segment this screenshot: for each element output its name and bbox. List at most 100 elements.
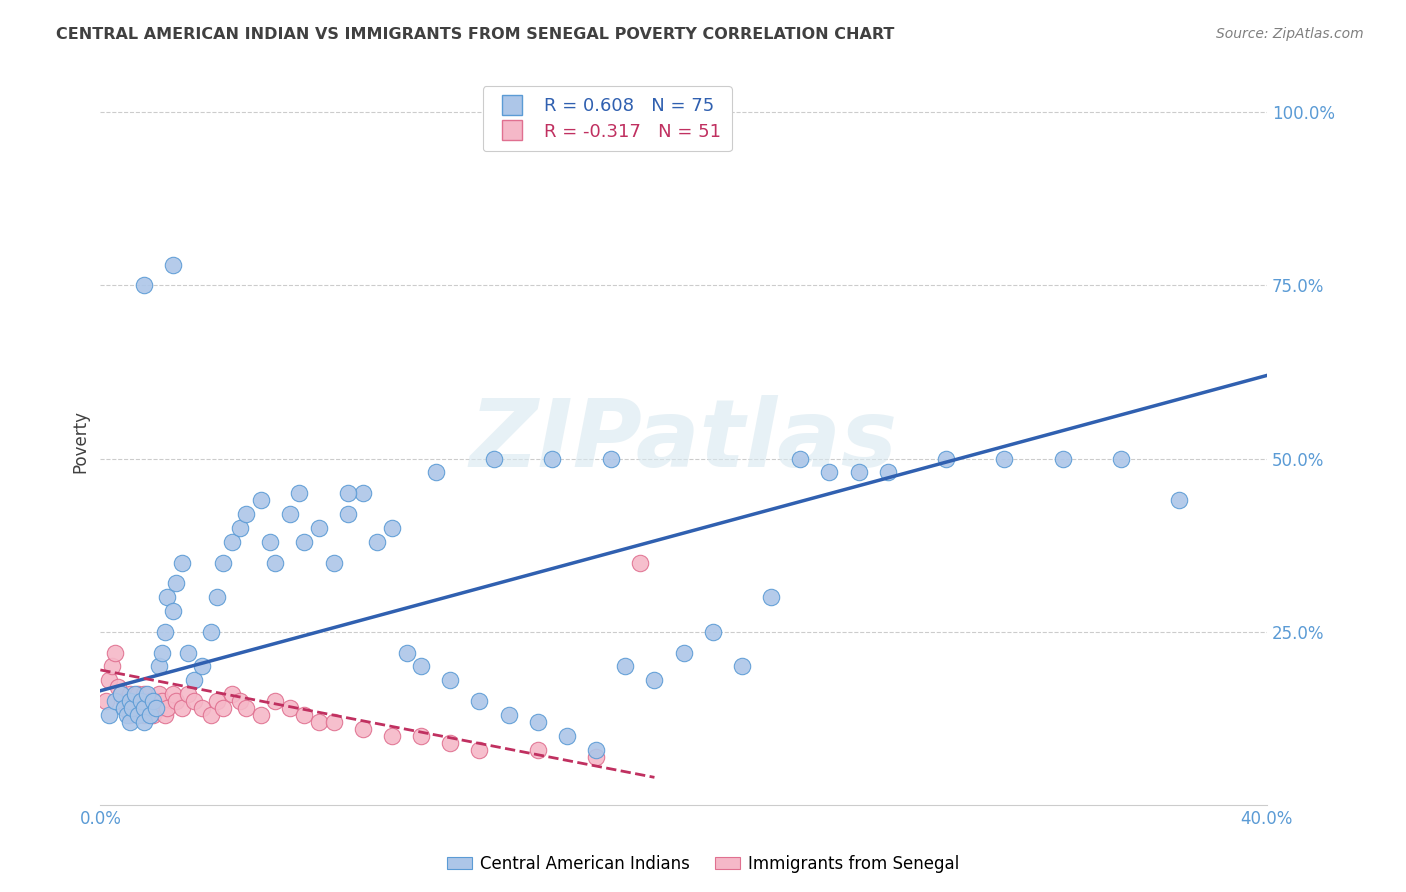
Point xyxy=(993,451,1015,466)
Point xyxy=(139,694,162,708)
Point xyxy=(112,694,135,708)
Text: ZIPatlas: ZIPatlas xyxy=(470,395,897,487)
Point xyxy=(148,687,170,701)
Point xyxy=(308,521,330,535)
Point xyxy=(170,556,193,570)
Point xyxy=(599,451,621,466)
Point xyxy=(848,466,870,480)
Point xyxy=(104,694,127,708)
Point xyxy=(127,708,149,723)
Point xyxy=(162,604,184,618)
Legend: R = 0.608   N = 75, R = -0.317   N = 51: R = 0.608 N = 75, R = -0.317 N = 51 xyxy=(482,87,733,152)
Point xyxy=(110,687,132,701)
Point xyxy=(643,673,665,688)
Point xyxy=(322,714,344,729)
Point xyxy=(145,701,167,715)
Point xyxy=(98,708,121,723)
Point xyxy=(935,451,957,466)
Point xyxy=(381,729,404,743)
Point xyxy=(672,646,695,660)
Point xyxy=(759,590,782,604)
Point xyxy=(352,486,374,500)
Point xyxy=(337,486,360,500)
Point xyxy=(259,534,281,549)
Point xyxy=(142,694,165,708)
Point xyxy=(165,694,187,708)
Point xyxy=(527,714,550,729)
Point xyxy=(731,659,754,673)
Point xyxy=(142,708,165,723)
Point xyxy=(221,687,243,701)
Point xyxy=(191,659,214,673)
Point xyxy=(150,646,173,660)
Point xyxy=(148,659,170,673)
Point xyxy=(352,722,374,736)
Point xyxy=(136,701,159,715)
Point xyxy=(101,659,124,673)
Legend: Central American Indians, Immigrants from Senegal: Central American Indians, Immigrants fro… xyxy=(440,848,966,880)
Point xyxy=(876,466,898,480)
Point xyxy=(153,708,176,723)
Point xyxy=(139,708,162,723)
Point xyxy=(132,714,155,729)
Point xyxy=(264,694,287,708)
Point xyxy=(789,451,811,466)
Point xyxy=(107,680,129,694)
Point xyxy=(1109,451,1132,466)
Point xyxy=(153,624,176,639)
Point xyxy=(541,451,564,466)
Point xyxy=(628,556,651,570)
Point xyxy=(156,590,179,604)
Point xyxy=(235,507,257,521)
Point xyxy=(366,534,388,549)
Point xyxy=(527,742,550,756)
Point xyxy=(294,534,316,549)
Point xyxy=(118,708,141,723)
Point xyxy=(395,646,418,660)
Point xyxy=(115,708,138,723)
Point xyxy=(115,701,138,715)
Point xyxy=(132,278,155,293)
Point xyxy=(468,694,491,708)
Point xyxy=(278,507,301,521)
Point xyxy=(322,556,344,570)
Point xyxy=(177,687,200,701)
Point xyxy=(1052,451,1074,466)
Point xyxy=(818,466,841,480)
Point xyxy=(162,258,184,272)
Point xyxy=(482,451,505,466)
Point xyxy=(211,701,233,715)
Point xyxy=(132,708,155,723)
Point xyxy=(118,687,141,701)
Point xyxy=(200,624,222,639)
Point xyxy=(229,521,252,535)
Point xyxy=(221,534,243,549)
Point xyxy=(702,624,724,639)
Point xyxy=(200,708,222,723)
Point xyxy=(183,694,205,708)
Point xyxy=(183,673,205,688)
Point xyxy=(150,694,173,708)
Point xyxy=(287,486,309,500)
Point xyxy=(156,701,179,715)
Point xyxy=(118,714,141,729)
Point xyxy=(129,694,152,708)
Point xyxy=(191,701,214,715)
Point xyxy=(121,694,143,708)
Point xyxy=(132,701,155,715)
Point xyxy=(498,708,520,723)
Point xyxy=(468,742,491,756)
Point xyxy=(112,701,135,715)
Point xyxy=(425,466,447,480)
Point xyxy=(294,708,316,723)
Point xyxy=(278,701,301,715)
Point xyxy=(110,687,132,701)
Text: Source: ZipAtlas.com: Source: ZipAtlas.com xyxy=(1216,27,1364,41)
Point xyxy=(555,729,578,743)
Point xyxy=(104,646,127,660)
Point xyxy=(145,694,167,708)
Point xyxy=(411,659,433,673)
Point xyxy=(121,701,143,715)
Point xyxy=(129,694,152,708)
Point xyxy=(614,659,637,673)
